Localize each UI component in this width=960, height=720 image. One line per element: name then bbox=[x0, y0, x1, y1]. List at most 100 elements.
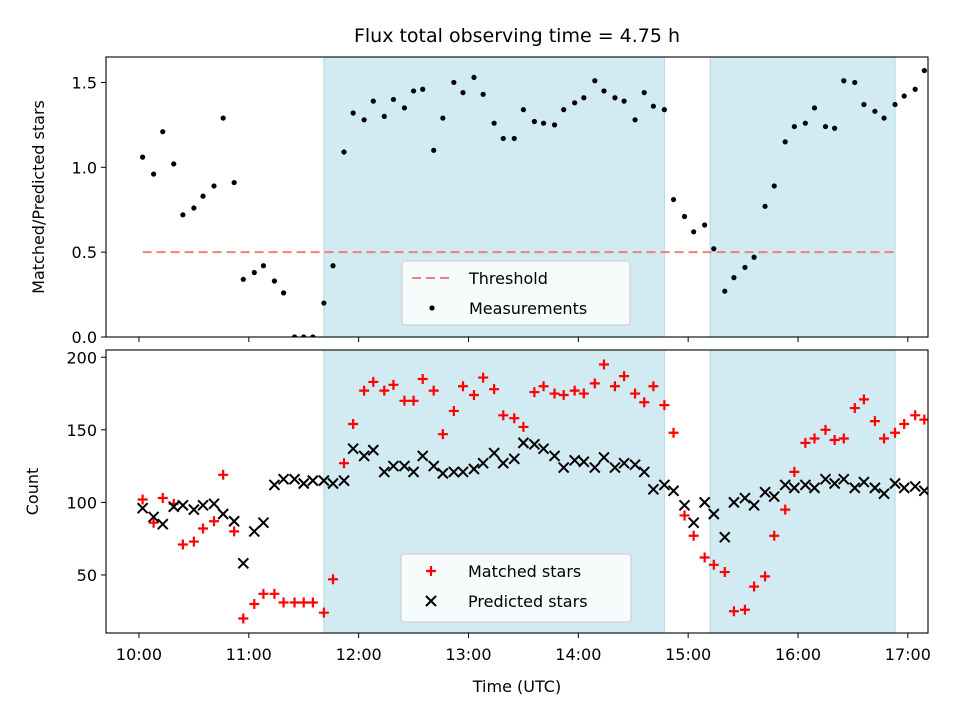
predicted-star-point bbox=[358, 450, 370, 462]
matched-star-point bbox=[668, 427, 679, 438]
x-tick-label: 14:00 bbox=[555, 645, 601, 664]
predicted-star-point bbox=[147, 511, 160, 523]
measurement-point bbox=[460, 90, 466, 96]
matched-star-point bbox=[659, 400, 670, 411]
shaded-interval bbox=[709, 349, 896, 634]
measurement-point bbox=[881, 115, 887, 121]
matched-star-point bbox=[869, 416, 880, 427]
matched-star-point bbox=[379, 385, 390, 396]
measurement-point bbox=[381, 113, 387, 119]
matched-star-point bbox=[688, 530, 699, 541]
y-axis-label: Matched/Predicted stars bbox=[29, 100, 48, 294]
predicted-star-point bbox=[217, 508, 229, 520]
measurement-point bbox=[892, 101, 898, 108]
predicted-star-point bbox=[799, 479, 812, 491]
predicted-star-point bbox=[417, 450, 429, 462]
measurement-point bbox=[291, 334, 298, 337]
predicted-star-point bbox=[457, 466, 469, 478]
predicted-star-point bbox=[327, 477, 339, 490]
predicted-star-point bbox=[338, 474, 350, 487]
measurement-point bbox=[341, 149, 347, 155]
x-tick-label: 13:00 bbox=[445, 645, 491, 664]
matched-star-point bbox=[809, 433, 820, 444]
matched-star-point bbox=[489, 384, 500, 395]
predicted-star-point bbox=[517, 437, 530, 449]
matched-star-point bbox=[858, 394, 869, 405]
predicted-star-point bbox=[427, 460, 440, 472]
x-tick-label: 11:00 bbox=[226, 645, 272, 664]
legend: Matched stars Predicted stars bbox=[400, 553, 632, 623]
predicted-star-point bbox=[398, 460, 411, 472]
matched-star-point bbox=[789, 466, 800, 477]
matched-star-point bbox=[538, 381, 549, 392]
predicted-star-point bbox=[277, 473, 290, 485]
predicted-star-point bbox=[930, 479, 940, 489]
matched-star-point bbox=[910, 410, 921, 421]
measurement-point bbox=[681, 213, 688, 220]
matched-star-point bbox=[368, 376, 379, 387]
measurement-point bbox=[722, 288, 728, 294]
predicted-star-point bbox=[788, 482, 801, 494]
predicted-star-point bbox=[687, 516, 700, 529]
measurement-point bbox=[861, 101, 867, 108]
predicted-star-point bbox=[658, 479, 671, 491]
matched-star-point bbox=[760, 571, 771, 582]
x-axis-label: Time (UTC) bbox=[472, 677, 561, 696]
predicted-star-point bbox=[759, 486, 771, 498]
predicted-star-point bbox=[387, 460, 400, 472]
matched-star-point bbox=[209, 516, 220, 527]
measurement-point bbox=[150, 171, 157, 177]
predicted-star-point bbox=[136, 502, 149, 514]
measurement-point bbox=[561, 107, 567, 113]
y-tick-label: 1.5 bbox=[72, 73, 97, 92]
x-tick-label: 12:00 bbox=[336, 645, 382, 664]
predicted-star-point bbox=[869, 482, 881, 494]
predicted-star-point bbox=[537, 442, 550, 455]
predicted-star-point bbox=[819, 473, 832, 485]
matched-star-point bbox=[289, 597, 300, 608]
matched-star-point bbox=[879, 433, 890, 444]
measurement-point bbox=[401, 105, 408, 111]
matched-star-point bbox=[359, 385, 370, 396]
predicted-star-point bbox=[168, 501, 180, 513]
y-tick-label: 150 bbox=[66, 421, 97, 440]
measurement-point bbox=[912, 86, 918, 92]
matched-star-point bbox=[780, 504, 791, 515]
measurement-point bbox=[632, 117, 638, 123]
predicted-star-point bbox=[307, 474, 319, 487]
y-axis-label: Count bbox=[23, 468, 42, 516]
predicted-star-point bbox=[268, 479, 281, 491]
predicted-star-point bbox=[638, 466, 650, 478]
measurement-point bbox=[670, 196, 677, 203]
measurement-point bbox=[791, 123, 797, 130]
matched-star-point bbox=[820, 424, 831, 435]
legend-measurement-swatch bbox=[429, 305, 435, 311]
predicted-star-point bbox=[557, 461, 570, 474]
axes-frame bbox=[105, 56, 929, 338]
measurement-point bbox=[330, 263, 336, 269]
measurement-point bbox=[440, 115, 446, 121]
matched-star-point bbox=[238, 613, 249, 624]
matched-star-point bbox=[408, 395, 419, 406]
y-tick-label: 100 bbox=[66, 493, 97, 512]
matched-star-point bbox=[328, 574, 339, 585]
measurement-point bbox=[211, 183, 217, 189]
matched-star-point bbox=[569, 385, 580, 396]
matched-star-point bbox=[417, 374, 428, 385]
matched-star-point bbox=[278, 597, 289, 608]
legend-box bbox=[401, 260, 631, 326]
predicted-star-point bbox=[257, 516, 270, 529]
predicted-star-point bbox=[858, 476, 870, 488]
predicted-star-point bbox=[878, 487, 890, 500]
measurement-point bbox=[350, 110, 356, 116]
predicted-star-point bbox=[808, 482, 821, 494]
matched-star-point bbox=[157, 493, 168, 504]
x-tick-label: 17:00 bbox=[885, 645, 931, 664]
predicted-star-point bbox=[437, 467, 449, 480]
legend: Threshold Measurements bbox=[401, 260, 631, 326]
predicted-star-point bbox=[629, 458, 641, 471]
legend-box bbox=[400, 553, 632, 623]
predicted-star-point bbox=[647, 483, 660, 496]
measurement-point bbox=[520, 107, 527, 113]
matched-star-point bbox=[849, 403, 860, 414]
